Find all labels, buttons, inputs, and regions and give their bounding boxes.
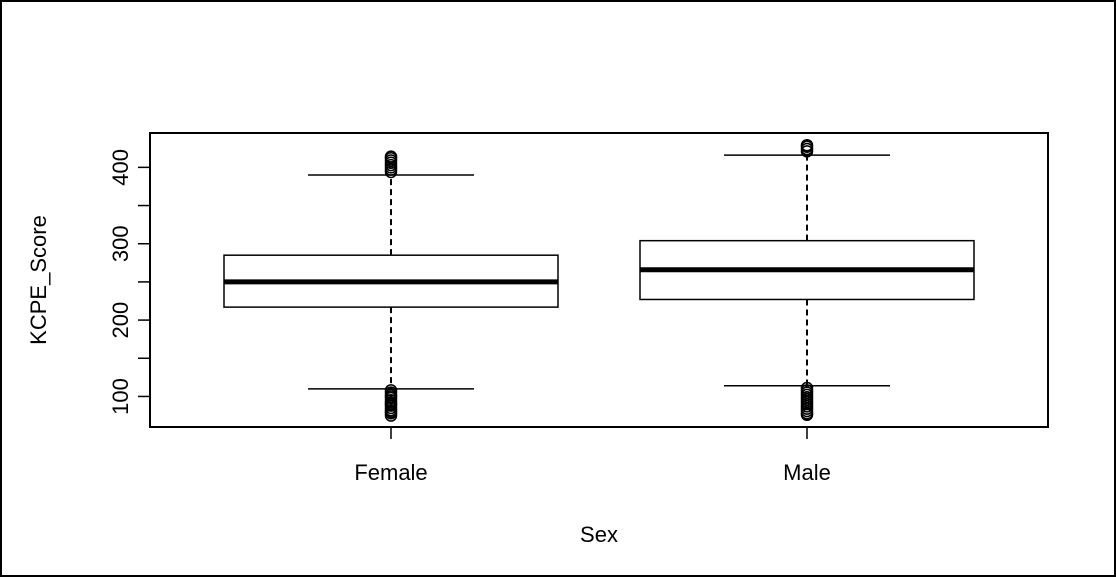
box-male	[639, 138, 975, 422]
y-tick-label: 200	[108, 302, 133, 339]
plot-frame	[149, 132, 1049, 428]
y-tick-label: 100	[108, 378, 133, 415]
outlier-point	[384, 409, 398, 422]
box-female	[223, 150, 559, 422]
y-axis: 100 200 300 400	[108, 149, 150, 415]
x-tick-label: Male	[783, 460, 831, 485]
y-axis-title: KCPE_Score	[26, 215, 51, 345]
x-axis: Female Male	[354, 427, 831, 485]
y-tick-label: 300	[108, 225, 133, 262]
outlier-point	[800, 138, 814, 152]
x-axis-title: Sex	[580, 522, 618, 547]
boxes-layer	[223, 138, 975, 422]
y-tick-label: 400	[108, 149, 133, 186]
outlier-point	[800, 408, 814, 422]
x-tick-label: Female	[354, 460, 427, 485]
outlier-point	[384, 150, 398, 163]
